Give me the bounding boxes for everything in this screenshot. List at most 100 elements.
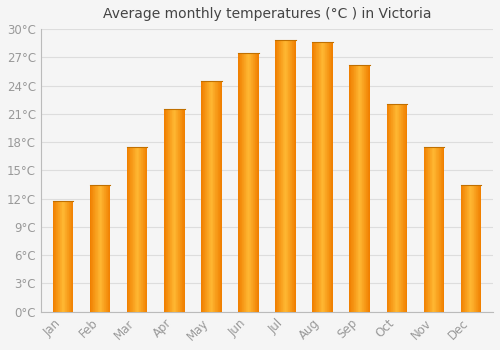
Bar — [174, 109, 175, 312]
Bar — [398, 104, 400, 312]
Bar — [202, 81, 203, 312]
Bar — [210, 81, 212, 312]
Bar — [366, 65, 367, 312]
Bar — [478, 184, 479, 312]
Bar — [354, 65, 355, 312]
Bar — [96, 184, 97, 312]
Bar — [252, 52, 253, 312]
Bar — [434, 147, 435, 312]
Bar — [471, 184, 472, 312]
Bar — [430, 147, 431, 312]
Bar — [248, 52, 249, 312]
Bar — [286, 40, 287, 312]
Bar — [353, 65, 354, 312]
Bar — [250, 52, 251, 312]
Bar — [55, 201, 56, 312]
Bar — [95, 184, 96, 312]
Bar — [360, 65, 361, 312]
Bar — [359, 65, 360, 312]
Bar — [239, 52, 240, 312]
Bar — [324, 42, 326, 312]
Bar — [439, 147, 440, 312]
Bar — [474, 184, 475, 312]
Bar — [221, 81, 222, 312]
Bar — [424, 147, 425, 312]
Bar — [62, 201, 63, 312]
Bar — [127, 147, 128, 312]
Bar — [253, 52, 254, 312]
Bar — [247, 52, 248, 312]
Bar — [212, 81, 213, 312]
Bar — [285, 40, 286, 312]
Bar — [201, 81, 202, 312]
Bar — [170, 109, 171, 312]
Bar — [294, 40, 295, 312]
Bar — [129, 147, 130, 312]
Bar — [178, 109, 179, 312]
Bar — [476, 184, 477, 312]
Bar — [72, 201, 74, 312]
Bar — [208, 81, 210, 312]
Bar — [59, 201, 60, 312]
Bar — [172, 109, 173, 312]
Bar — [403, 104, 404, 312]
Bar — [181, 109, 182, 312]
Bar — [144, 147, 145, 312]
Bar — [169, 109, 170, 312]
Bar — [464, 184, 466, 312]
Bar — [249, 52, 250, 312]
Bar — [283, 40, 284, 312]
Bar — [204, 81, 206, 312]
Bar — [128, 147, 129, 312]
Bar — [475, 184, 476, 312]
Bar — [356, 65, 357, 312]
Bar — [94, 184, 95, 312]
Bar — [480, 184, 481, 312]
Bar — [67, 201, 68, 312]
Bar — [400, 104, 401, 312]
Bar — [134, 147, 135, 312]
Bar — [90, 184, 92, 312]
Bar — [472, 184, 473, 312]
Bar — [54, 201, 55, 312]
Bar — [318, 42, 319, 312]
Bar — [106, 184, 107, 312]
Bar — [479, 184, 480, 312]
Bar — [367, 65, 368, 312]
Bar — [431, 147, 432, 312]
Bar — [102, 184, 103, 312]
Bar — [352, 65, 353, 312]
Bar — [142, 147, 144, 312]
Title: Average monthly temperatures (°C ) in Victoria: Average monthly temperatures (°C ) in Vi… — [102, 7, 431, 21]
Bar — [176, 109, 177, 312]
Bar — [428, 147, 429, 312]
Bar — [244, 52, 245, 312]
Bar — [101, 184, 102, 312]
Bar — [357, 65, 358, 312]
Bar — [468, 184, 469, 312]
Bar — [175, 109, 176, 312]
Bar — [321, 42, 322, 312]
Bar — [319, 42, 320, 312]
Bar — [322, 42, 324, 312]
Bar — [165, 109, 166, 312]
Bar — [365, 65, 366, 312]
Bar — [429, 147, 430, 312]
Bar — [364, 65, 365, 312]
Bar — [469, 184, 470, 312]
Bar — [213, 81, 214, 312]
Bar — [145, 147, 146, 312]
Bar — [432, 147, 433, 312]
Bar — [328, 42, 330, 312]
Bar — [173, 109, 174, 312]
Bar — [206, 81, 208, 312]
Bar — [291, 40, 292, 312]
Bar — [60, 201, 61, 312]
Bar — [53, 201, 54, 312]
Bar — [98, 184, 99, 312]
Bar — [326, 42, 328, 312]
Bar — [214, 81, 215, 312]
Bar — [65, 201, 66, 312]
Bar — [58, 201, 59, 312]
Bar — [109, 184, 110, 312]
